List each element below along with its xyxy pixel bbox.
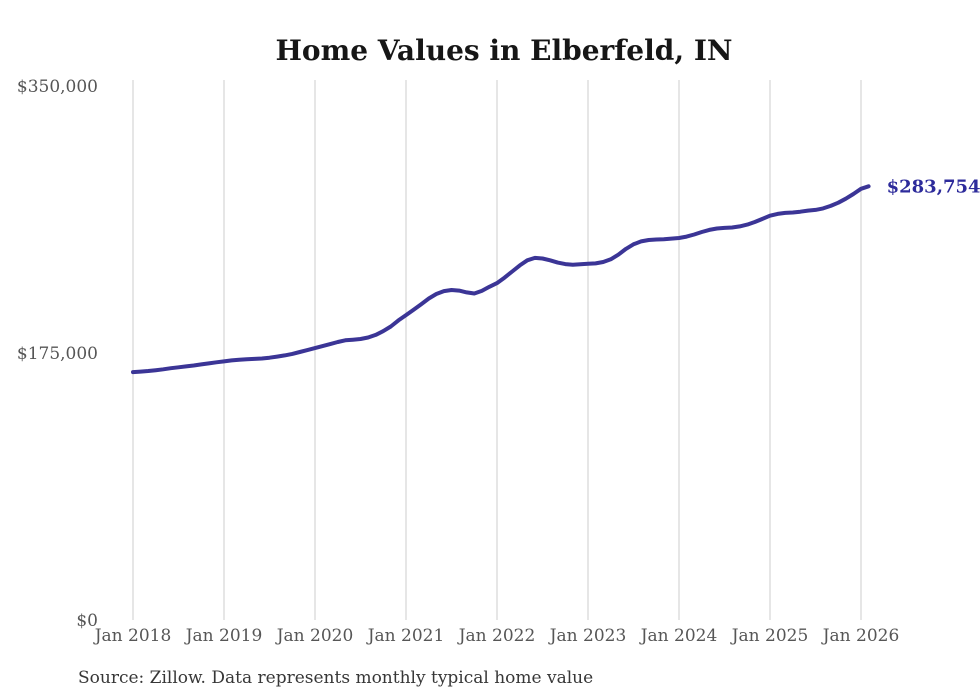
x-tick-label: Jan 2019 [184, 626, 263, 646]
end-value-label: $283,754 [887, 176, 980, 197]
x-tick-label: Jan 2023 [548, 626, 627, 646]
x-tick-label: Jan 2026 [821, 626, 900, 646]
x-tick-label: Jan 2022 [457, 626, 536, 646]
vertical-gridlines [132, 80, 862, 620]
x-tick-label: Jan 2025 [730, 626, 809, 646]
chart-title: Home Values in Elberfeld, IN [275, 34, 732, 67]
x-tick-label: Jan 2020 [275, 626, 354, 646]
home-value-trend-line [131, 184, 871, 375]
x-axis-tick-labels: Jan 2018 Jan 2019 Jan 2020 Jan 2021 Jan 2022… [93, 626, 900, 646]
x-tick-label: Jan 2018 [93, 626, 172, 646]
source-note: Source: Zillow. Data represents monthly … [78, 668, 593, 688]
y-tick-label-350000: $350,000 [17, 77, 98, 97]
x-tick-label: Jan 2021 [366, 626, 445, 646]
y-tick-label-0: $0 [76, 611, 98, 631]
y-tick-label-175000: $175,000 [17, 344, 98, 364]
x-tick-label: Jan 2024 [639, 626, 718, 646]
